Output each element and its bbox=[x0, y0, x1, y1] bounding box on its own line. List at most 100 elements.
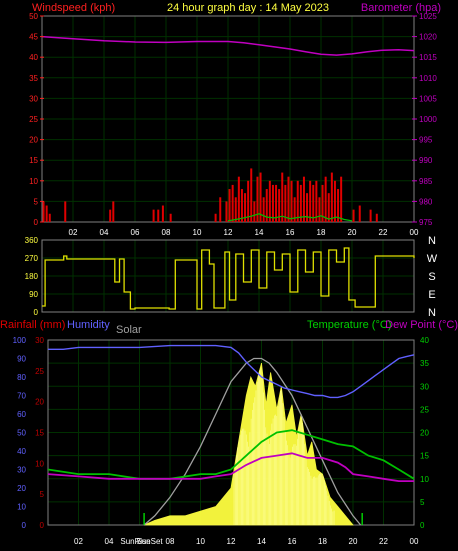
wind-ytick-50: 50 bbox=[29, 12, 38, 21]
wind-xtick-08: 08 bbox=[162, 228, 171, 237]
weather-xtick-04: 04 bbox=[105, 537, 114, 546]
temp-ytick-0: 0 bbox=[420, 521, 425, 530]
humidity-ytick-80: 80 bbox=[17, 373, 26, 382]
wind-xtick-12: 12 bbox=[224, 228, 233, 237]
humidity-axis-title: Humidity bbox=[67, 319, 110, 331]
dir-ytick-270: 270 bbox=[25, 254, 39, 263]
baro-ytick-985: 985 bbox=[419, 177, 433, 186]
humidity-ytick-90: 90 bbox=[17, 355, 26, 364]
wind-xtick-00: 00 bbox=[410, 228, 419, 237]
solar-area bbox=[143, 362, 354, 526]
dew-point-line bbox=[47, 452, 414, 483]
baro-ytick-1000: 1000 bbox=[419, 115, 437, 124]
baro-ytick-1010: 1010 bbox=[419, 74, 437, 83]
baro-ytick-980: 980 bbox=[419, 197, 433, 206]
temp-ytick-10: 10 bbox=[420, 475, 429, 484]
temperature-axis-title: Temperature (°C) bbox=[307, 319, 391, 331]
axes: 0510152025303540455097598098599099510001… bbox=[13, 12, 438, 546]
solar-label: Solar bbox=[116, 324, 142, 336]
wind-average-line bbox=[227, 213, 353, 222]
series bbox=[41, 35, 415, 526]
baro-ytick-990: 990 bbox=[419, 156, 433, 165]
baro-ytick-995: 995 bbox=[419, 136, 433, 145]
windspeed-axis-title: Windspeed (kph) bbox=[32, 2, 115, 14]
baro-ytick-1005: 1005 bbox=[419, 94, 437, 103]
wind-ytick-0: 0 bbox=[34, 218, 39, 227]
humidity-ytick-30: 30 bbox=[17, 466, 26, 475]
weather-xtick-12: 12 bbox=[227, 537, 236, 546]
wind-xtick-10: 10 bbox=[193, 228, 202, 237]
direction-panel-frame bbox=[41, 239, 415, 313]
wind-xtick-04: 04 bbox=[100, 228, 109, 237]
dir-ytick-0: 0 bbox=[34, 308, 39, 317]
weather-xtick-22: 22 bbox=[379, 537, 388, 546]
wind-xtick-22: 22 bbox=[379, 228, 388, 237]
humidity-ytick-10: 10 bbox=[17, 503, 26, 512]
humidity-ytick-50: 50 bbox=[17, 429, 26, 438]
wind-xtick-02: 02 bbox=[69, 228, 78, 237]
weather-xtick-18: 18 bbox=[318, 537, 327, 546]
chart-title: 24 hour graph day : 14 May 2023 bbox=[167, 2, 329, 14]
wind-xtick-14: 14 bbox=[255, 228, 264, 237]
wind-ytick-35: 35 bbox=[29, 74, 38, 83]
compass-N-0: N bbox=[428, 235, 436, 247]
weather-xtick-16: 16 bbox=[288, 537, 297, 546]
wind-direction-line bbox=[42, 247, 415, 310]
rain-ytick-20: 20 bbox=[35, 398, 44, 407]
temp-ytick-15: 15 bbox=[420, 452, 429, 461]
humidity-ytick-0: 0 bbox=[22, 521, 27, 530]
baro-ytick-1020: 1020 bbox=[419, 33, 437, 42]
wind-ytick-15: 15 bbox=[29, 156, 38, 165]
wind-xtick-16: 16 bbox=[286, 228, 295, 237]
humidity-line bbox=[48, 344, 415, 399]
temp-ytick-30: 30 bbox=[420, 382, 429, 391]
wind-xtick-06: 06 bbox=[131, 228, 140, 237]
humidity-ytick-20: 20 bbox=[17, 484, 26, 493]
weather-xtick-14: 14 bbox=[257, 537, 266, 546]
temp-ytick-5: 5 bbox=[420, 498, 425, 507]
dir-ytick-90: 90 bbox=[29, 290, 38, 299]
rain-ytick-10: 10 bbox=[35, 459, 44, 468]
humidity-ytick-70: 70 bbox=[17, 392, 26, 401]
rain-ytick-15: 15 bbox=[35, 429, 44, 438]
sunrise-label: SunRise bbox=[120, 537, 151, 546]
solar-max-curve bbox=[143, 357, 362, 526]
wind-ytick-40: 40 bbox=[29, 53, 38, 62]
weather-xtick-08: 08 bbox=[166, 537, 175, 546]
rain-ytick-30: 30 bbox=[35, 336, 44, 345]
barometer-axis-title: Barometer (hpa) bbox=[361, 2, 441, 14]
weather-xtick-10: 10 bbox=[196, 537, 205, 546]
wind-ytick-10: 10 bbox=[29, 177, 38, 186]
wind-ytick-5: 5 bbox=[34, 197, 39, 206]
dir-ytick-360: 360 bbox=[25, 236, 39, 245]
baro-ytick-1025: 1025 bbox=[419, 12, 437, 21]
sunset-label: SunSet bbox=[136, 537, 163, 546]
compass-E-3: E bbox=[428, 289, 435, 301]
humidity-ytick-40: 40 bbox=[17, 447, 26, 456]
weather-xtick-00: 00 bbox=[410, 537, 419, 546]
rainfall-axis-title: Rainfall (mm) bbox=[0, 319, 65, 331]
wind-ytick-30: 30 bbox=[29, 94, 38, 103]
baro-ytick-1015: 1015 bbox=[419, 53, 437, 62]
temp-ytick-35: 35 bbox=[420, 359, 429, 368]
baro-ytick-975: 975 bbox=[419, 218, 433, 227]
wind-xtick-20: 20 bbox=[348, 228, 357, 237]
rain-ytick-5: 5 bbox=[40, 490, 45, 499]
humidity-ytick-60: 60 bbox=[17, 410, 26, 419]
wind-ytick-20: 20 bbox=[29, 136, 38, 145]
rain-ytick-25: 25 bbox=[35, 367, 44, 376]
wind-ytick-25: 25 bbox=[29, 115, 38, 124]
wind-ytick-45: 45 bbox=[29, 33, 38, 42]
weather-xtick-02: 02 bbox=[74, 537, 83, 546]
temp-ytick-25: 25 bbox=[420, 405, 429, 414]
dir-ytick-180: 180 bbox=[25, 272, 39, 281]
compass-W-1: W bbox=[427, 253, 438, 265]
barometer-line bbox=[41, 35, 415, 56]
dew-point-axis-title: Dew Point (°C) bbox=[385, 319, 458, 331]
humidity-ytick-100: 100 bbox=[13, 336, 27, 345]
weather-xtick-20: 20 bbox=[349, 537, 358, 546]
temp-ytick-20: 20 bbox=[420, 429, 429, 438]
temp-ytick-40: 40 bbox=[420, 336, 429, 345]
compass-S-2: S bbox=[428, 271, 435, 283]
